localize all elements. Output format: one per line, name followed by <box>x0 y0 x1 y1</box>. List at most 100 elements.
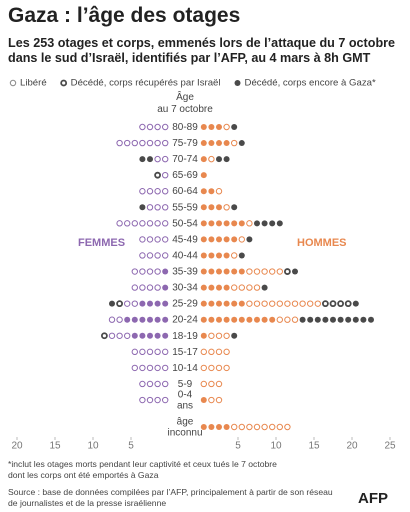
dot <box>246 220 253 227</box>
dot <box>307 316 314 323</box>
dot <box>253 268 261 275</box>
dot <box>223 268 230 275</box>
dot <box>261 284 268 291</box>
dot <box>238 140 245 147</box>
dot <box>200 316 207 323</box>
dot <box>131 139 139 147</box>
dot <box>139 236 146 243</box>
dot <box>162 380 169 388</box>
age-label: 70-74 <box>172 154 198 165</box>
dot <box>216 140 222 147</box>
dot <box>231 423 238 431</box>
dot <box>215 332 223 339</box>
dot <box>208 364 215 372</box>
dot <box>154 380 161 388</box>
dot <box>200 172 207 179</box>
dot <box>337 300 345 308</box>
dot <box>261 423 268 431</box>
dot <box>253 284 261 291</box>
dot <box>139 220 146 227</box>
dot <box>162 252 169 259</box>
dot <box>231 236 238 243</box>
x-tick-label: 20 <box>346 441 358 452</box>
x-tick-label: 5 <box>235 441 241 452</box>
dot <box>246 236 253 243</box>
dot <box>139 139 146 147</box>
dot <box>254 316 260 323</box>
dot <box>200 424 207 430</box>
dot <box>139 380 146 388</box>
dot <box>154 139 161 147</box>
dot <box>283 268 291 275</box>
x-tick-label: 5 <box>128 441 134 452</box>
dot <box>368 316 374 323</box>
dot <box>254 220 260 227</box>
dot <box>162 220 169 227</box>
dot <box>208 140 215 147</box>
dot <box>146 139 154 147</box>
dot <box>101 332 108 340</box>
dot <box>216 300 222 307</box>
dot <box>216 156 222 163</box>
x-tick-label: 15 <box>308 441 320 452</box>
age-label: 65-69 <box>172 170 198 181</box>
dot <box>231 316 238 323</box>
age-label: 15-17 <box>172 346 198 357</box>
dot <box>253 300 261 307</box>
dot <box>154 396 161 404</box>
dot <box>139 316 146 323</box>
dot <box>154 284 161 291</box>
dot <box>139 284 146 291</box>
dot <box>154 268 161 275</box>
dot <box>162 236 169 243</box>
dot <box>231 252 238 259</box>
dot <box>216 236 222 243</box>
dot <box>322 316 329 323</box>
dot <box>238 423 246 431</box>
dot <box>200 364 208 372</box>
legend-label: Libéré <box>20 78 47 89</box>
dot <box>131 284 139 291</box>
dot <box>147 300 153 307</box>
dot <box>116 332 123 339</box>
dot <box>208 396 215 404</box>
dot <box>200 380 208 388</box>
dot <box>208 124 215 130</box>
dot <box>208 284 215 291</box>
dot <box>360 316 367 323</box>
dot <box>352 316 359 323</box>
dot <box>108 316 116 323</box>
dot <box>208 424 215 430</box>
dot <box>246 300 253 307</box>
dot <box>231 220 238 227</box>
dot <box>139 123 146 131</box>
dot <box>116 300 123 308</box>
dot <box>299 300 306 307</box>
age-label: 20-24 <box>172 314 198 325</box>
dot <box>208 236 215 243</box>
dot <box>215 364 223 372</box>
age-label: 50-54 <box>172 218 198 229</box>
dot <box>223 140 230 147</box>
dot <box>154 188 161 195</box>
dot <box>162 316 169 323</box>
dot <box>216 268 222 275</box>
dot <box>276 220 283 227</box>
dot <box>146 236 154 243</box>
x-tick-label: 10 <box>270 441 282 452</box>
footnote: *inclut les otages morts pendant leur ca… <box>8 459 277 480</box>
dot <box>223 424 230 430</box>
dot <box>329 300 337 308</box>
group-label: HOMMES <box>297 237 347 249</box>
dot <box>9 79 17 87</box>
dot <box>216 284 222 291</box>
dot <box>269 423 276 431</box>
dot <box>162 171 169 179</box>
dot <box>162 348 169 356</box>
dot <box>216 316 222 323</box>
dot <box>124 332 131 339</box>
dot <box>208 332 215 339</box>
dot <box>238 220 245 227</box>
dot <box>116 139 123 147</box>
dot <box>314 316 321 323</box>
